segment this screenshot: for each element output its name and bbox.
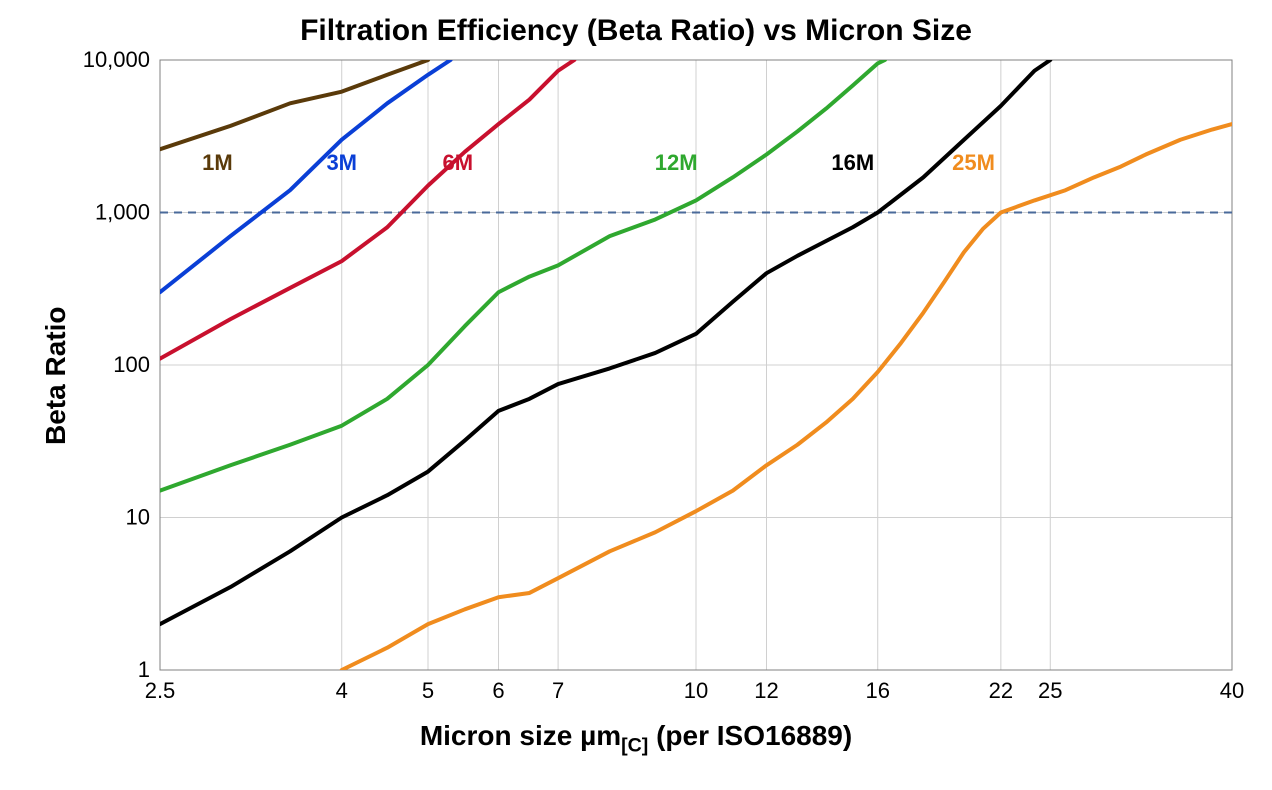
chart-container: Filtration Efficiency (Beta Ratio) vs Mi… [0, 0, 1272, 790]
y-tick-label: 10 [126, 505, 150, 530]
x-tick-label: 40 [1220, 678, 1244, 703]
series-label-12M: 12M [655, 150, 698, 175]
x-tick-label: 6 [492, 678, 504, 703]
plot-area: 2.545671012162225401101001,00010,0001M3M… [0, 0, 1272, 790]
series-label-16M: 16M [831, 150, 874, 175]
y-tick-label: 1 [138, 657, 150, 682]
series-label-1M: 1M [202, 150, 233, 175]
x-tick-label: 12 [754, 678, 778, 703]
x-tick-label: 4 [336, 678, 348, 703]
x-tick-label: 5 [422, 678, 434, 703]
x-tick-label: 7 [552, 678, 564, 703]
x-tick-label: 16 [865, 678, 889, 703]
x-tick-label: 22 [989, 678, 1013, 703]
x-tick-label: 25 [1038, 678, 1062, 703]
y-tick-label: 1,000 [95, 200, 150, 225]
y-tick-label: 100 [113, 352, 150, 377]
series-label-3M: 3M [326, 150, 357, 175]
y-tick-label: 10,000 [83, 47, 150, 72]
series-label-6M: 6M [442, 150, 473, 175]
series-label-25M: 25M [952, 150, 995, 175]
x-tick-label: 10 [684, 678, 708, 703]
